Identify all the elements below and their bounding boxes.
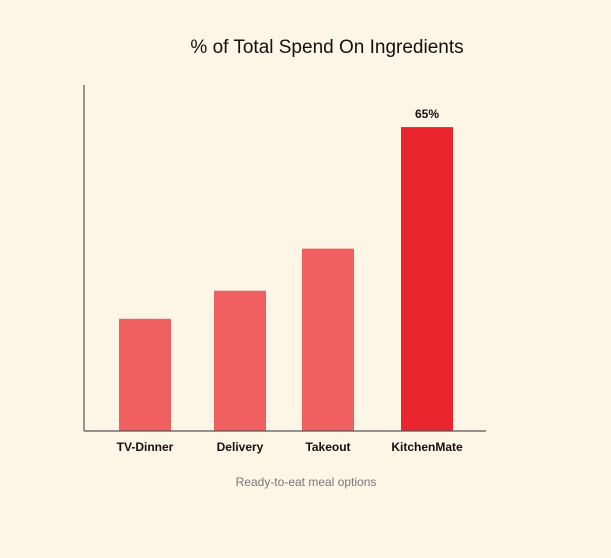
x-tick-labels-group: TV-Dinner Delivery Takeout KitchenMate <box>117 440 463 454</box>
bar-tv-dinner <box>119 318 171 431</box>
data-labels-group: 65% <box>415 107 439 121</box>
data-label-kitchenmate: 65% <box>415 107 439 121</box>
bar-takeout <box>302 248 354 431</box>
bars-group <box>119 127 453 431</box>
x-tick-label-delivery: Delivery <box>217 440 264 454</box>
bar-kitchenmate <box>401 127 453 431</box>
x-tick-label-kitchenmate: KitchenMate <box>391 440 463 454</box>
x-axis-label: Ready-to-eat meal options <box>236 475 377 489</box>
chart-title: % of Total Spend On Ingredients <box>190 37 463 58</box>
x-tick-label-takeout: Takeout <box>305 440 350 454</box>
bar-delivery <box>214 290 266 431</box>
x-tick-label-tv-dinner: TV-Dinner <box>117 440 174 454</box>
